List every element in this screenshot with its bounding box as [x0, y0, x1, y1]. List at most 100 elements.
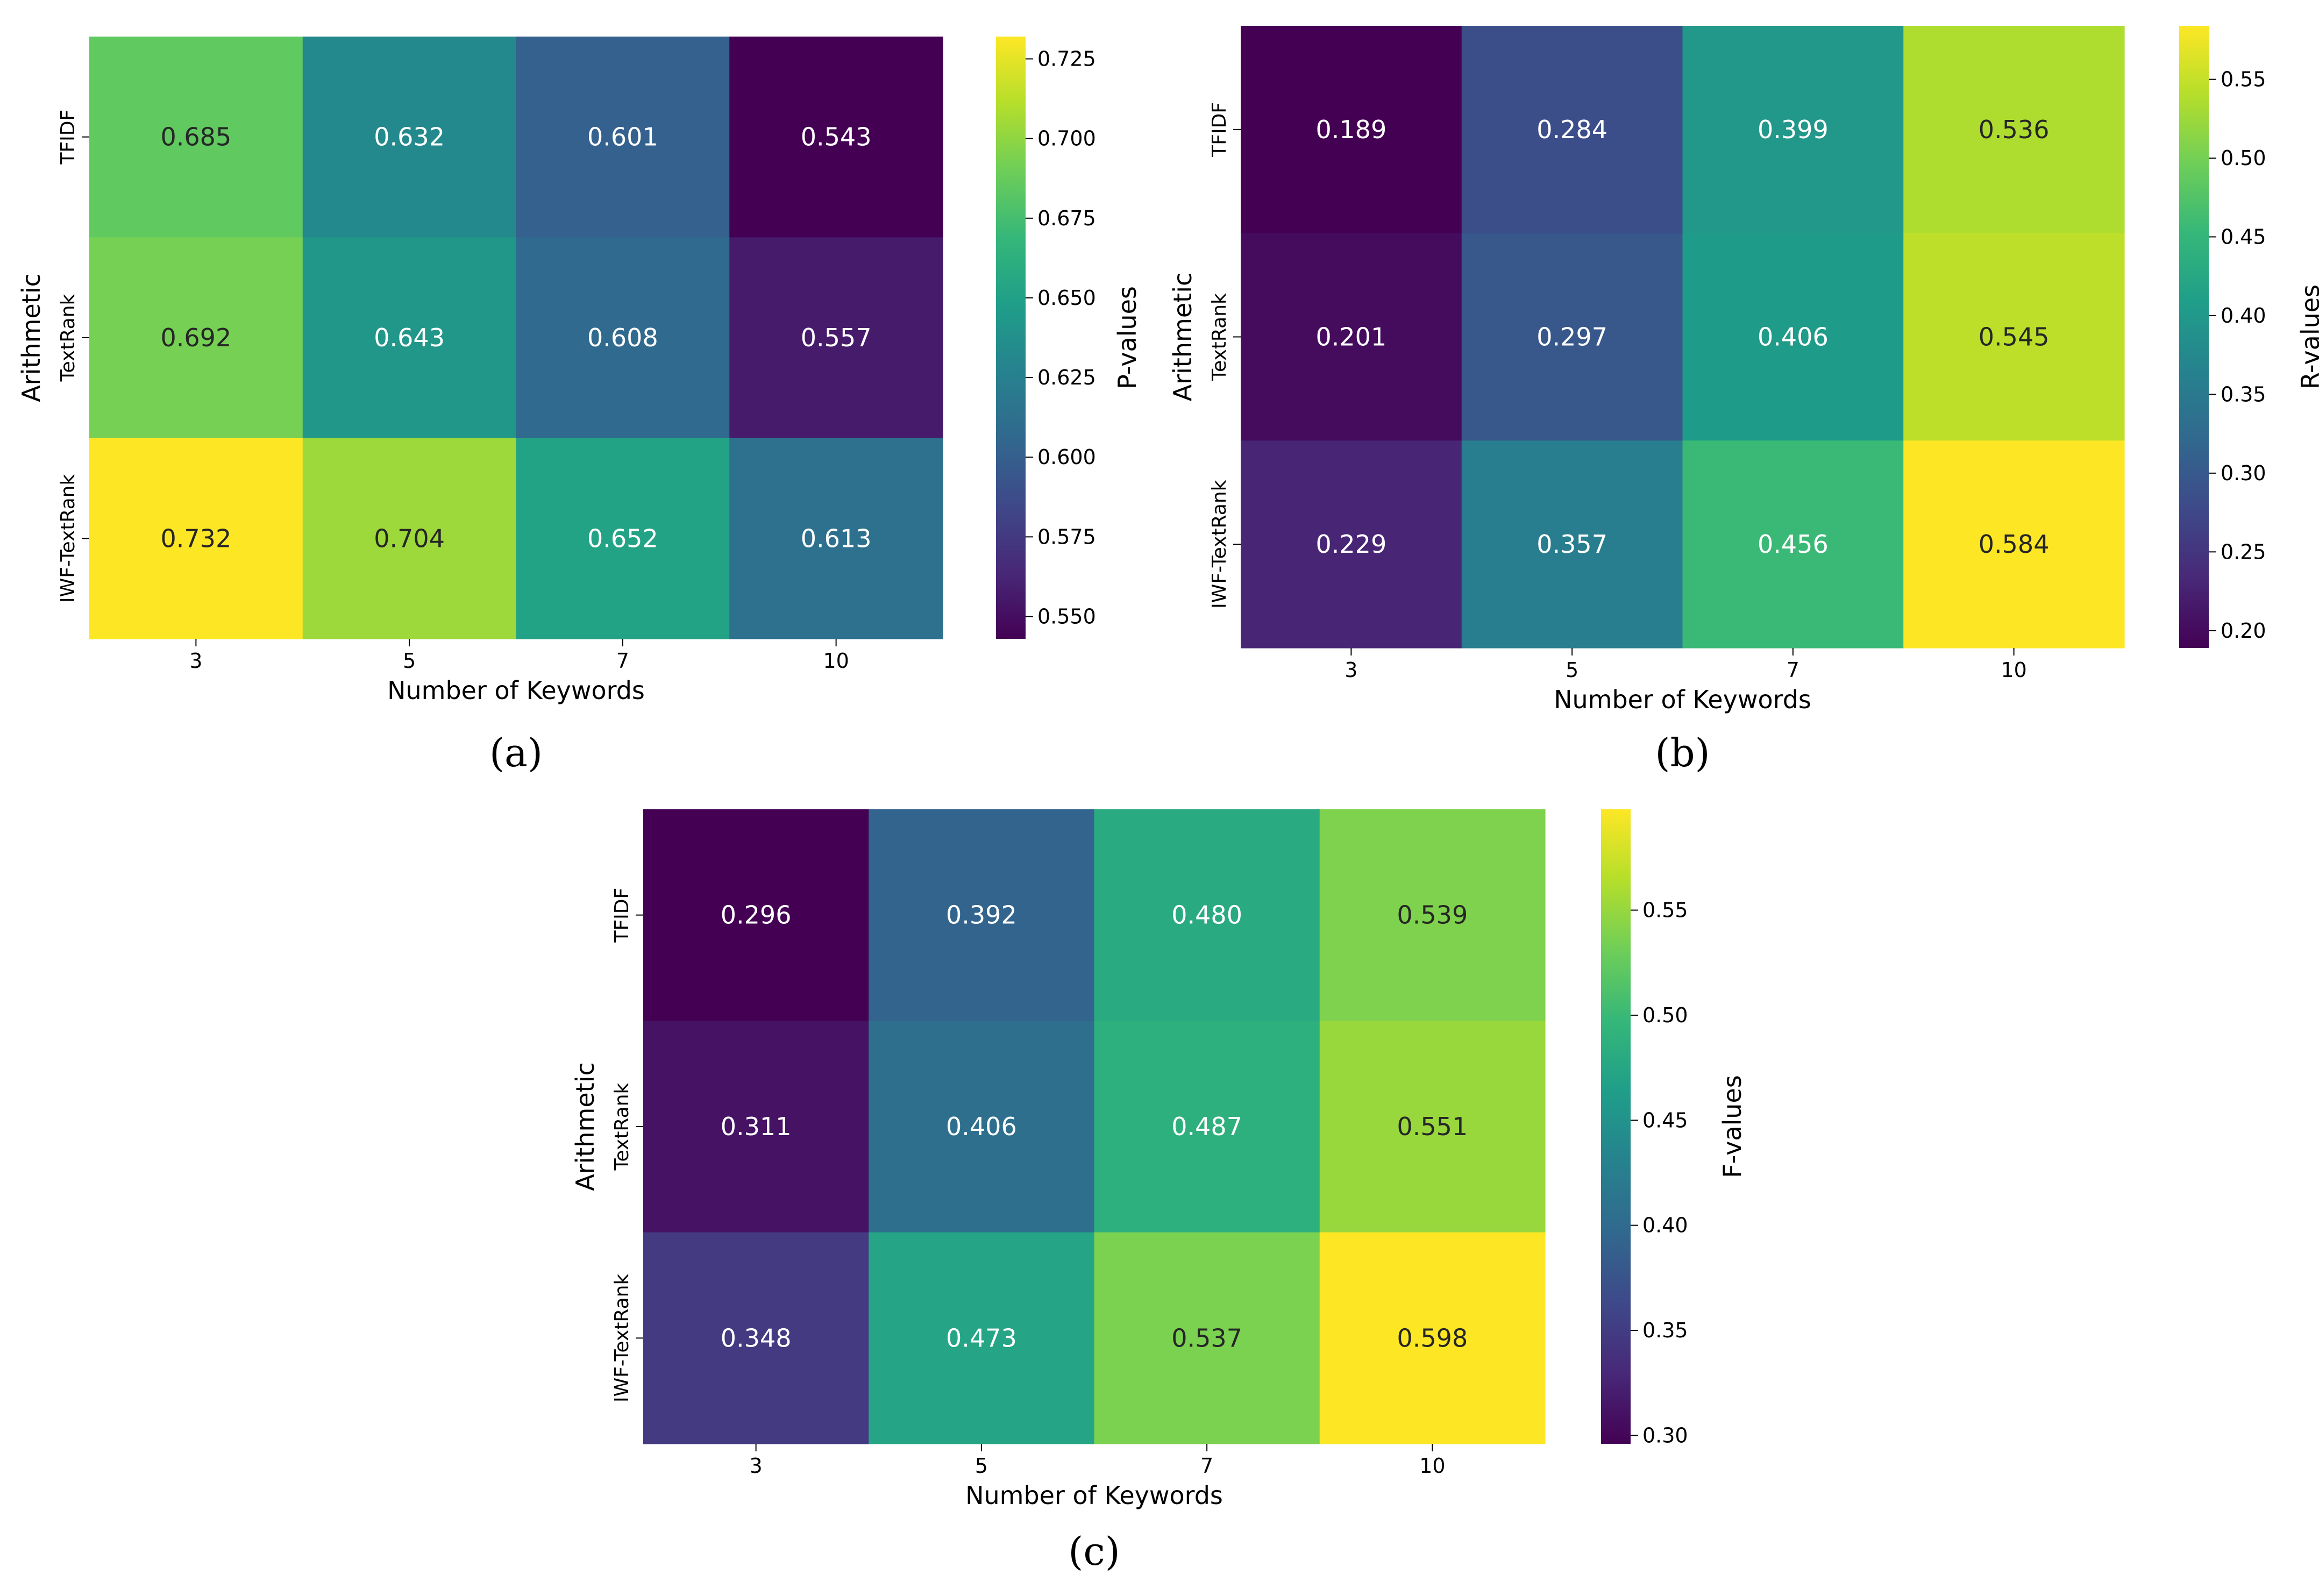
- cell-value-label: 0.613: [801, 524, 872, 553]
- heatmap-cell: [1319, 1232, 1546, 1444]
- colorbar-tick-label: 0.25: [2221, 540, 2266, 564]
- cell-value-label: 0.406: [946, 1112, 1017, 1141]
- heatmap-cell: [89, 237, 303, 439]
- colorbar-label: P-values: [1113, 286, 1142, 389]
- x-tick-label: 10: [2001, 658, 2026, 682]
- heatmap-cell: [1461, 233, 1683, 441]
- cell-value-label: 0.201: [1316, 323, 1387, 352]
- cell-value-label: 0.537: [1171, 1323, 1242, 1352]
- colorbar-tick-label: 0.725: [1037, 47, 1096, 70]
- cell-value-label: 0.392: [946, 901, 1017, 930]
- cell-value-label: 0.296: [721, 901, 792, 930]
- cell-value-label: 0.456: [1758, 530, 1829, 559]
- y-axis-label: Arithmetic: [571, 1062, 600, 1191]
- colorbar: [2179, 26, 2209, 648]
- cell-value-label: 0.357: [1536, 530, 1607, 559]
- x-tick-label: 5: [975, 1454, 988, 1478]
- cell-value-label: 0.601: [587, 123, 658, 152]
- colorbar: [996, 37, 1026, 639]
- heatmap-cell: [302, 37, 517, 238]
- y-tick-label: IWF-TextRank: [57, 474, 79, 603]
- cell-value-label: 0.543: [801, 123, 872, 152]
- colorbar: [1601, 809, 1631, 1444]
- heatmap-cell: [516, 237, 730, 439]
- x-axis-label: Number of Keywords: [965, 1481, 1223, 1510]
- cell-value-label: 0.652: [587, 524, 658, 553]
- colorbar-tick-label: 0.50: [2221, 146, 2266, 170]
- heatmap-cell: [1319, 1021, 1546, 1233]
- heatmap-cell: [869, 1021, 1095, 1233]
- panel-caption: (a): [489, 730, 543, 775]
- heatmap-cell: [729, 237, 943, 439]
- x-tick-label: 7: [1787, 658, 1799, 682]
- x-axis-label: Number of Keywords: [1554, 685, 1811, 714]
- heatmap-cell: [302, 438, 517, 639]
- heatmap-cell: [1682, 440, 1904, 649]
- colorbar-tick-label: 0.550: [1037, 605, 1096, 629]
- cell-value-label: 0.348: [721, 1323, 792, 1352]
- y-axis-label: Arithmetic: [1168, 273, 1197, 402]
- cell-value-label: 0.704: [374, 524, 445, 553]
- cell-value-label: 0.732: [161, 524, 232, 553]
- colorbar-tick-label: 0.40: [2221, 304, 2266, 327]
- x-axis-label: Number of Keywords: [387, 676, 645, 705]
- cell-value-label: 0.284: [1536, 115, 1607, 144]
- cell-value-label: 0.584: [1979, 530, 2050, 559]
- heatmap-cell: [516, 438, 730, 639]
- y-tick-label: TFIDF: [611, 888, 633, 943]
- heatmap-cell: [1903, 26, 2125, 234]
- cell-value-label: 0.399: [1758, 115, 1829, 144]
- y-tick-label: TextRank: [57, 294, 79, 382]
- heatmap-cell: [516, 37, 730, 238]
- colorbar-tick-label: 0.55: [1642, 899, 1688, 922]
- cell-value-label: 0.539: [1397, 901, 1468, 930]
- colorbar-tick-label: 0.30: [1642, 1423, 1688, 1447]
- colorbar-tick-label: 0.55: [2221, 68, 2266, 91]
- colorbar-tick-label: 0.35: [1642, 1319, 1688, 1342]
- y-tick-label: TextRank: [611, 1082, 633, 1171]
- heatmap-cell: [1241, 26, 1462, 234]
- colorbar-tick-label: 0.35: [2221, 382, 2266, 406]
- heatmap-cell: [1094, 1232, 1320, 1444]
- heatmap-cell: [869, 1232, 1095, 1444]
- y-tick-label: IWF-TextRank: [611, 1274, 633, 1403]
- heatmap-panel-a: 0.685 0.632 0.601 0.543 0.692 0.643 0.608 0.557…: [17, 37, 1142, 775]
- y-tick-label: TFIDF: [1208, 102, 1230, 158]
- heatmap-cell: [89, 37, 303, 238]
- x-tick-label: 5: [1566, 658, 1578, 682]
- cell-value-label: 0.557: [801, 323, 872, 352]
- colorbar-tick-label: 0.45: [1642, 1108, 1688, 1132]
- heatmap-cell: [643, 809, 869, 1021]
- panel-caption: (b): [1655, 730, 1710, 775]
- cell-value-label: 0.685: [161, 123, 232, 152]
- colorbar-tick-label: 0.700: [1037, 127, 1096, 151]
- x-tick-label: 5: [403, 649, 416, 673]
- heatmap-cell: [729, 438, 943, 639]
- cell-value-label: 0.311: [721, 1112, 792, 1141]
- cell-value-label: 0.480: [1171, 901, 1242, 930]
- colorbar-tick-label: 0.625: [1037, 366, 1096, 389]
- y-axis-label: Arithmetic: [17, 273, 46, 402]
- heatmap-cell: [1682, 233, 1904, 441]
- heatmap-cell: [1094, 1021, 1320, 1233]
- x-tick-label: 7: [1200, 1454, 1213, 1478]
- x-tick-label: 10: [823, 649, 849, 673]
- cell-value-label: 0.473: [946, 1323, 1017, 1352]
- cell-value-label: 0.536: [1979, 115, 2050, 144]
- colorbar-tick-label: 0.650: [1037, 286, 1096, 310]
- heatmap-cell: [869, 809, 1095, 1021]
- heatmap-cell: [729, 37, 943, 238]
- colorbar-tick-label: 0.20: [2221, 619, 2266, 643]
- heatmap-cell: [643, 1232, 869, 1444]
- colorbar-tick-label: 0.45: [2221, 225, 2266, 249]
- colorbar-label: R-values: [2296, 284, 2319, 389]
- x-tick-label: 3: [1345, 658, 1357, 682]
- cell-value-label: 0.692: [161, 323, 232, 352]
- cell-value-label: 0.189: [1316, 115, 1387, 144]
- heatmap-cell: [1241, 440, 1462, 649]
- heatmap-cell: [1461, 440, 1683, 649]
- colorbar-tick-label: 0.600: [1037, 445, 1096, 469]
- heatmap-cell: [1241, 233, 1462, 441]
- x-tick-label: 3: [189, 649, 202, 673]
